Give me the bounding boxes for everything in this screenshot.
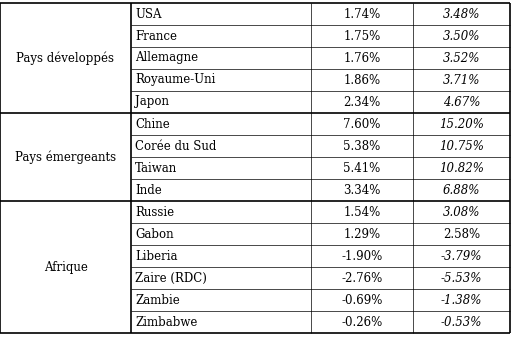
- Text: 6.88%: 6.88%: [443, 184, 480, 197]
- Text: Russie: Russie: [135, 205, 174, 219]
- Text: 3.71%: 3.71%: [443, 73, 480, 86]
- Text: Zimbabwe: Zimbabwe: [135, 316, 198, 329]
- Text: France: France: [135, 29, 177, 42]
- Text: Pays émergeants: Pays émergeants: [15, 150, 116, 164]
- Text: 3.48%: 3.48%: [443, 7, 480, 20]
- Text: Liberia: Liberia: [135, 250, 177, 263]
- Text: 10.82%: 10.82%: [439, 161, 484, 174]
- Text: Gabon: Gabon: [135, 227, 173, 240]
- Text: -5.53%: -5.53%: [441, 272, 482, 285]
- Text: 4.67%: 4.67%: [443, 95, 480, 108]
- Text: 5.41%: 5.41%: [343, 161, 381, 174]
- Text: Afrique: Afrique: [44, 260, 87, 273]
- Text: 1.86%: 1.86%: [343, 73, 381, 86]
- Text: 3.08%: 3.08%: [443, 205, 480, 219]
- Text: -0.69%: -0.69%: [341, 293, 383, 306]
- Text: -0.26%: -0.26%: [341, 316, 383, 329]
- Text: 1.75%: 1.75%: [343, 29, 381, 42]
- Text: 3.50%: 3.50%: [443, 29, 480, 42]
- Text: Allemagne: Allemagne: [135, 52, 198, 65]
- Text: 2.34%: 2.34%: [343, 95, 381, 108]
- Text: Zaire (RDC): Zaire (RDC): [135, 272, 207, 285]
- Text: Taiwan: Taiwan: [135, 161, 177, 174]
- Text: -2.76%: -2.76%: [341, 272, 383, 285]
- Text: 10.75%: 10.75%: [439, 139, 484, 152]
- Text: -1.90%: -1.90%: [341, 250, 383, 263]
- Text: -1.38%: -1.38%: [441, 293, 482, 306]
- Text: 1.54%: 1.54%: [343, 205, 381, 219]
- Text: 1.76%: 1.76%: [343, 52, 381, 65]
- Text: 1.29%: 1.29%: [343, 227, 381, 240]
- Text: 5.38%: 5.38%: [343, 139, 381, 152]
- Text: -0.53%: -0.53%: [441, 316, 482, 329]
- Text: Chine: Chine: [135, 118, 170, 131]
- Text: Zambie: Zambie: [135, 293, 180, 306]
- Text: 7.60%: 7.60%: [343, 118, 381, 131]
- Text: 1.74%: 1.74%: [343, 7, 381, 20]
- Text: USA: USA: [135, 7, 162, 20]
- Text: 15.20%: 15.20%: [439, 118, 484, 131]
- Text: Pays développés: Pays développés: [16, 51, 114, 65]
- Text: 3.52%: 3.52%: [443, 52, 480, 65]
- Text: Royaume-Uni: Royaume-Uni: [135, 73, 215, 86]
- Text: 2.58%: 2.58%: [443, 227, 480, 240]
- Text: Japon: Japon: [135, 95, 169, 108]
- Text: -3.79%: -3.79%: [441, 250, 482, 263]
- Text: 3.34%: 3.34%: [343, 184, 381, 197]
- Text: Inde: Inde: [135, 184, 162, 197]
- Text: Corée du Sud: Corée du Sud: [135, 139, 216, 152]
